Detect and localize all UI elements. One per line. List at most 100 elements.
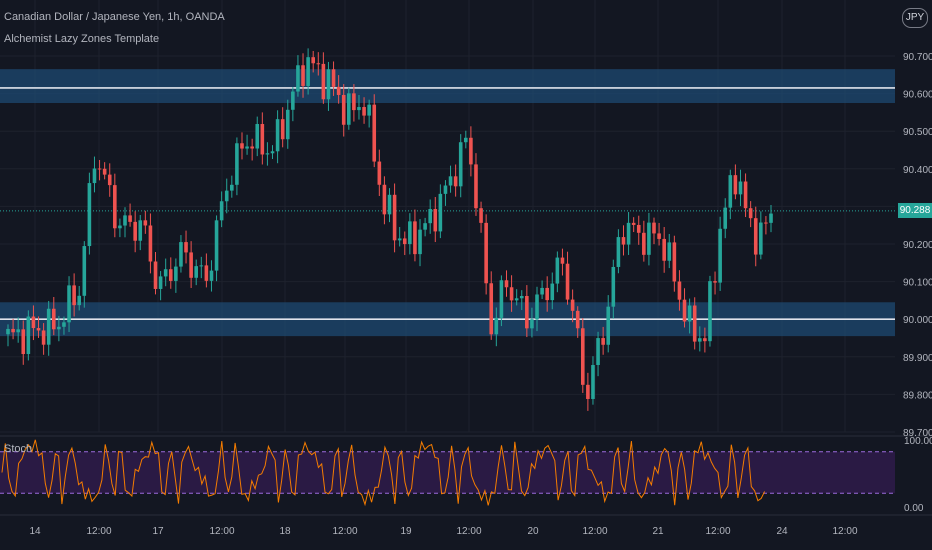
candle-body xyxy=(647,222,651,255)
candle-body xyxy=(21,329,26,355)
candle-body xyxy=(336,86,341,95)
candle-body xyxy=(764,222,768,224)
candle-body xyxy=(738,181,743,195)
candle-body xyxy=(636,224,641,233)
candle-body xyxy=(97,168,102,170)
candle-body xyxy=(51,308,56,330)
time-tick-label: 12:00 xyxy=(86,526,111,537)
price-tick-label: 90.500 xyxy=(903,127,932,138)
currency-badge[interactable]: JPY xyxy=(902,8,928,28)
candle-body xyxy=(26,316,31,355)
candle-body xyxy=(311,57,315,64)
price-tick-label: 89.700 xyxy=(903,428,932,439)
candle-body xyxy=(550,283,555,301)
candle-body xyxy=(41,330,46,345)
candle-body xyxy=(179,242,183,267)
candle-body xyxy=(509,287,514,301)
candle-body xyxy=(667,242,672,261)
candle-body xyxy=(387,194,392,215)
candle-body xyxy=(301,65,305,86)
candle-body xyxy=(596,338,600,366)
candle-body xyxy=(464,137,468,143)
candle-body xyxy=(703,338,707,342)
candle-body xyxy=(199,265,204,267)
candle-body xyxy=(36,328,41,331)
candle-body xyxy=(46,308,51,345)
candle-body xyxy=(347,93,351,125)
candle-body xyxy=(102,168,107,175)
candle-body xyxy=(11,328,15,333)
time-tick-label: 20 xyxy=(527,526,539,537)
candle-body xyxy=(474,164,478,209)
candle-body xyxy=(357,107,361,111)
stoch-pane-label[interactable]: Stoch xyxy=(4,443,33,455)
candle-body xyxy=(270,151,275,154)
candle-body xyxy=(443,185,448,194)
candle-body xyxy=(504,280,509,288)
candle-body xyxy=(586,384,590,399)
price-tick-label: 90.400 xyxy=(903,165,932,176)
candle-body xyxy=(519,295,524,299)
candle-body xyxy=(224,190,229,202)
candle-body xyxy=(245,146,249,149)
candle-body xyxy=(448,176,453,186)
candle-body xyxy=(67,285,71,323)
candle-body xyxy=(214,220,219,271)
time-tick-label: 19 xyxy=(400,526,412,537)
candle-body xyxy=(535,294,539,320)
candle-body xyxy=(367,104,371,116)
price-tick-label: 90.200 xyxy=(903,240,932,251)
candle-body xyxy=(118,225,122,229)
last-price-tag: 90.288 xyxy=(898,203,932,218)
candle-body xyxy=(326,69,331,100)
candle-body xyxy=(77,295,82,306)
candle-body xyxy=(296,65,300,92)
candle-body xyxy=(219,201,224,221)
candle-body xyxy=(616,237,621,267)
stoch-k-line xyxy=(1,439,766,507)
candle-body xyxy=(753,218,758,255)
time-tick-label: 17 xyxy=(152,526,164,537)
candle-body xyxy=(494,317,499,335)
stoch-band-fill xyxy=(0,451,895,494)
candle-body xyxy=(540,287,544,295)
candle-body xyxy=(575,310,580,329)
candle-body xyxy=(484,222,488,284)
candle-body xyxy=(570,299,575,311)
candle-body xyxy=(591,365,595,399)
candle-body xyxy=(285,109,290,140)
candle-body xyxy=(123,215,127,226)
candle-body xyxy=(652,222,656,234)
candle-body xyxy=(626,222,631,245)
candle-body xyxy=(163,269,168,277)
candle-body xyxy=(748,208,753,219)
candle-body xyxy=(728,175,733,208)
candle-body xyxy=(438,193,443,232)
candle-body xyxy=(433,209,438,232)
candle-body xyxy=(565,263,570,300)
candle-body xyxy=(408,221,412,245)
candle-body xyxy=(306,57,310,86)
candle-body xyxy=(87,183,92,247)
candle-body xyxy=(128,215,132,222)
price-tick-label: 90.000 xyxy=(903,315,932,326)
time-axis: 14 12:00 17 12:00 18 12:00 19 12:00 20 12:00 21 12:… xyxy=(29,526,858,537)
candle-body xyxy=(708,281,712,342)
candle-body xyxy=(316,63,321,65)
candle-body xyxy=(291,91,295,110)
candle-body xyxy=(331,69,336,87)
candle-body xyxy=(530,319,534,329)
candle-body xyxy=(194,266,199,278)
indicator-label[interactable]: Alchemist Lazy Zones Template xyxy=(4,33,160,45)
candle-body xyxy=(611,266,616,307)
candle-body xyxy=(250,146,254,149)
candle-body xyxy=(255,124,260,149)
candle-body xyxy=(662,238,666,261)
candle-body xyxy=(174,266,178,281)
candle-body xyxy=(230,184,234,191)
price-candles xyxy=(6,48,773,411)
time-tick-label: 21 xyxy=(652,526,664,537)
candle-body xyxy=(733,175,738,195)
chart-title: Canadian Dollar / Japanese Yen, 1h, OAND… xyxy=(4,11,225,23)
stochastic-line xyxy=(1,439,766,507)
